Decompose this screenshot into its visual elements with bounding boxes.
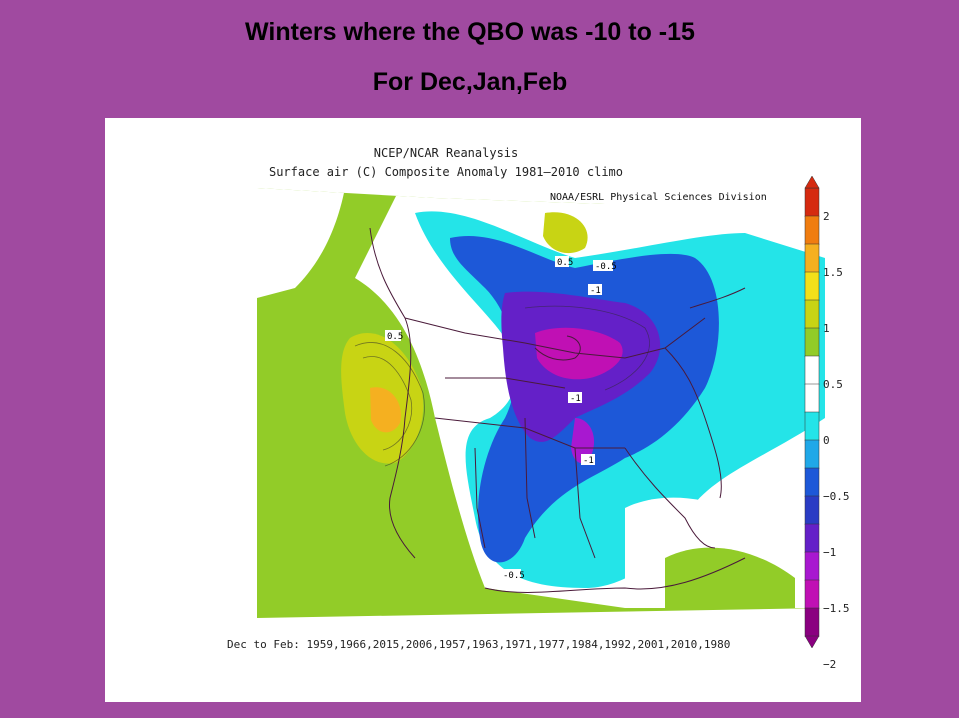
caribbean-warm-region [665,547,795,608]
map-field: 0.5 -0.5 -1 -1 -1 -0.5 0.5 [257,188,825,618]
colorbar-segment [804,383,820,413]
contour-lines [354,305,650,467]
colorbar-tick-label: 0.5 [823,378,843,391]
colorbar-segment [804,551,820,581]
credit-label: NOAA/ESRL Physical Sciences Division [550,192,767,203]
contour-labels: 0.5 -0.5 -1 -1 -1 -0.5 0.5 [385,256,617,581]
colorbar-segment [804,299,820,329]
colorbar: 2 1.5 1 0.5 0 −0.5 −1 −1.5 −2 [804,175,850,671]
contour-label: -1 [583,456,594,466]
colorbar-max-arrow [804,175,820,189]
contour-label: -1 [570,394,581,404]
coastline-lines [369,227,746,593]
contour-label: -1 [590,286,601,296]
anomaly-map: NCEP/NCAR Reanalysis Surface air (C) Com… [227,146,850,671]
colorbar-tick-label: 1.5 [823,266,843,279]
contour-label: 0.5 [557,258,573,268]
variable-line: Surface air (C) Composite Anomaly 1981–2… [269,165,623,179]
contour-label: 0.5 [387,332,403,342]
colorbar-tick-label: −2 [823,658,836,671]
colorbar-segment [804,187,820,217]
contour-label: -0.5 [595,262,617,272]
colorbar-tick-label: −0.5 [823,490,850,503]
colorbar-segment [804,579,820,609]
colorbar-tick-label: 2 [823,210,830,223]
warmest-core-region [370,387,401,433]
years-caption: Dec to Feb: 1959,1966,2015,2006,1957,196… [227,638,730,651]
colorbar-tick-label: −1 [823,546,836,559]
colorbar-segment [804,607,820,637]
colorbar-segment [804,411,820,441]
page-subtitle: For Dec,Jan,Feb [372,68,568,96]
colorbar-segment [804,243,820,273]
greenland-warm-region [543,212,588,254]
pacific-neutral-region [257,188,345,298]
contour-label: -0.5 [503,571,525,581]
colorbar-min-arrow [804,635,820,649]
colorbar-segment [804,271,820,301]
colorbar-segment [804,523,820,553]
page-title: Winters where the QBO was -10 to -15 [245,18,695,46]
colorbar-tick-label: 0 [823,434,830,447]
colorbar-tick-label: −1.5 [823,602,850,615]
colorbar-segment [804,495,820,525]
cold-tongue-region [571,418,595,464]
colorbar-tick-label: 1 [823,322,830,335]
colorbar-segment [804,215,820,245]
colorbar-segment [804,355,820,385]
source-line: NCEP/NCAR Reanalysis [374,146,519,160]
colorbar-segment [804,467,820,497]
map-panel: NCEP/NCAR Reanalysis Surface air (C) Com… [105,118,861,702]
colorbar-segment [804,439,820,469]
colorbar-segment [804,327,820,357]
